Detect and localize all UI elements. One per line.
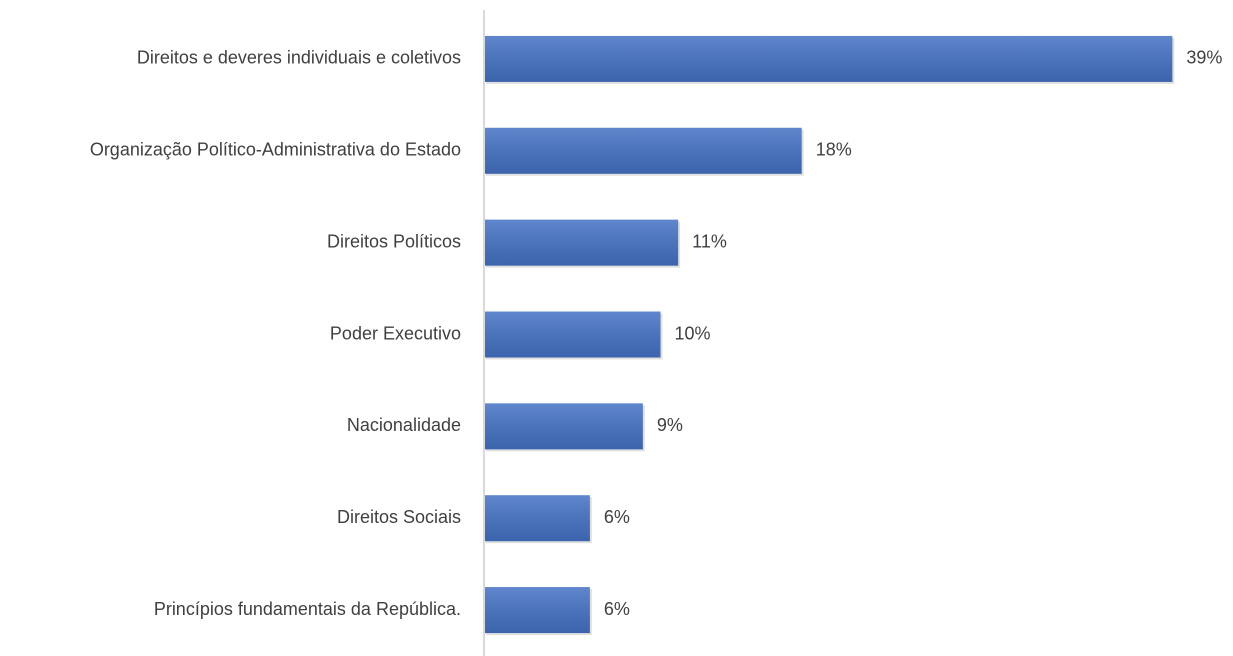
value-label: 11% xyxy=(692,231,727,251)
bar-shade xyxy=(484,587,590,634)
category-label: Nacionalidade xyxy=(347,415,461,435)
bar-shade xyxy=(484,219,679,266)
category-label: Direitos e deveres individuais e coletiv… xyxy=(137,48,461,68)
category-label: Direitos Políticos xyxy=(327,231,461,251)
value-label: 6% xyxy=(604,599,630,619)
value-label: 10% xyxy=(675,323,711,343)
bar-shade xyxy=(484,35,1173,82)
category-label: Direitos Sociais xyxy=(337,507,461,527)
value-label: 9% xyxy=(657,415,683,435)
bar-shade xyxy=(484,495,590,542)
category-label: Princípios fundamentais da República. xyxy=(154,599,461,619)
category-label: Poder Executivo xyxy=(330,323,461,343)
bar-shade xyxy=(484,127,802,174)
value-label: 6% xyxy=(604,507,630,527)
value-label: 18% xyxy=(816,140,852,160)
bar-shade xyxy=(484,311,661,358)
category-label: Organização Político-Administrativa do E… xyxy=(90,140,461,160)
bar-shade xyxy=(484,403,643,450)
value-label: 39% xyxy=(1186,48,1222,68)
